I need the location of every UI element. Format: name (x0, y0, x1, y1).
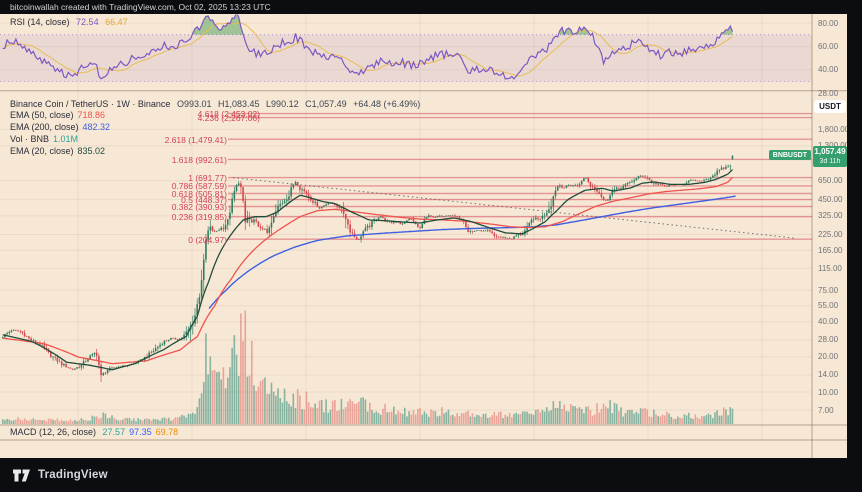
tradingview-logo-icon[interactable] (12, 468, 31, 483)
bar-countdown: 3d 11h (819, 157, 841, 165)
currency-usdt-button[interactable]: USDT (814, 100, 846, 113)
attribution-bar: bitcoinwallah created with TradingView.c… (0, 0, 862, 14)
time-axis[interactable]: Jul2020Jul2021Jul2022Jul2023Jul2024Jul20… (0, 440, 862, 458)
price-scale[interactable] (812, 14, 847, 458)
attribution-text: bitcoinwallah created with TradingView.c… (10, 2, 271, 12)
right-edge-strip (847, 14, 862, 458)
chart-canvas[interactable] (0, 14, 847, 458)
last-price-value: 1,057.49 (814, 146, 846, 156)
last-price-badge: 1,057.49 3d 11h (813, 145, 847, 167)
symbol-tag: BNBUSDT (768, 150, 811, 161)
tradingview-wordmark[interactable]: TradingView (38, 469, 108, 481)
bottom-bar: TradingView (0, 458, 862, 492)
